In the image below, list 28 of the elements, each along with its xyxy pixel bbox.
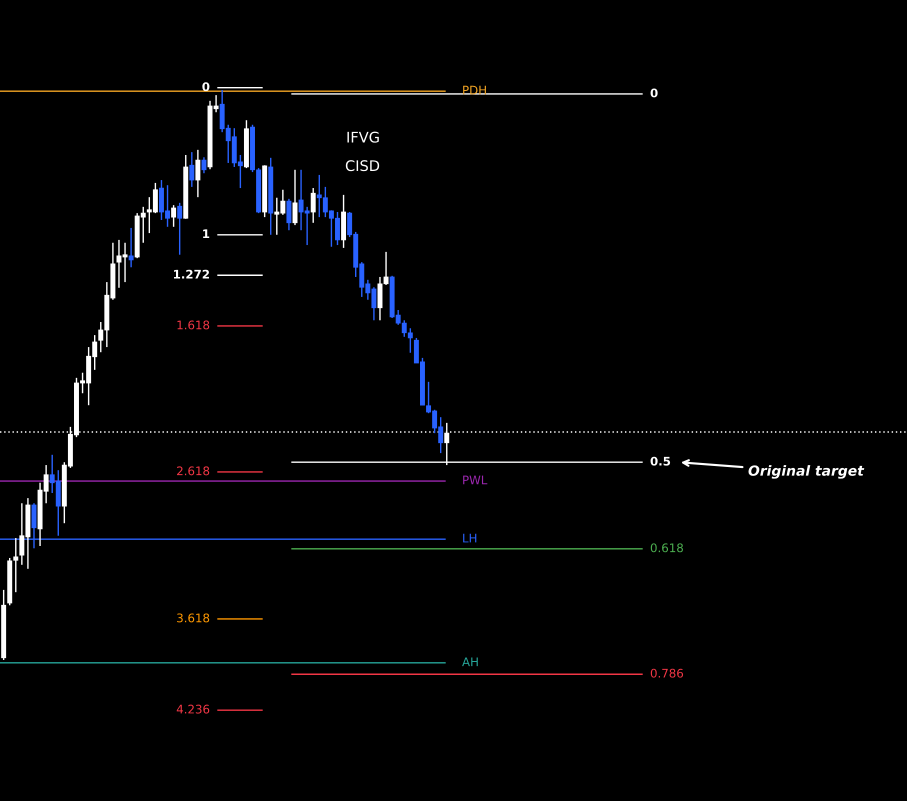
annotation: CISD (346, 160, 380, 172)
ref-line-label: PWL (463, 476, 488, 484)
candlestick (201, 156, 206, 174)
candlestick (189, 151, 194, 188)
candlestick (286, 198, 292, 231)
annotation: 1.272 (174, 270, 209, 279)
candlestick (171, 204, 176, 228)
annotation: 1 (203, 229, 210, 238)
candlestick (195, 149, 200, 198)
candlestick (177, 202, 182, 256)
candlestick (310, 187, 316, 224)
annotation: IFVG (347, 132, 379, 143)
annotation: 1.618 (178, 320, 210, 330)
ref-line-label: LH (463, 534, 476, 542)
annotation: 2.618 (177, 466, 210, 476)
candlestick (128, 227, 134, 268)
text: 0 (650, 88, 658, 98)
candlestick (13, 537, 18, 593)
text: Original target (748, 465, 864, 479)
ref-line-label: PDH (463, 86, 486, 94)
ref-line-label: AH (462, 658, 478, 666)
text: 0.5 (650, 456, 670, 466)
candlestick (292, 169, 298, 226)
text: 4.236 (176, 704, 210, 714)
annotation: 3.618 (177, 613, 210, 622)
text: 0.618 (650, 543, 683, 552)
text: 0.786 (650, 668, 684, 678)
annotation: 0 (202, 82, 210, 92)
